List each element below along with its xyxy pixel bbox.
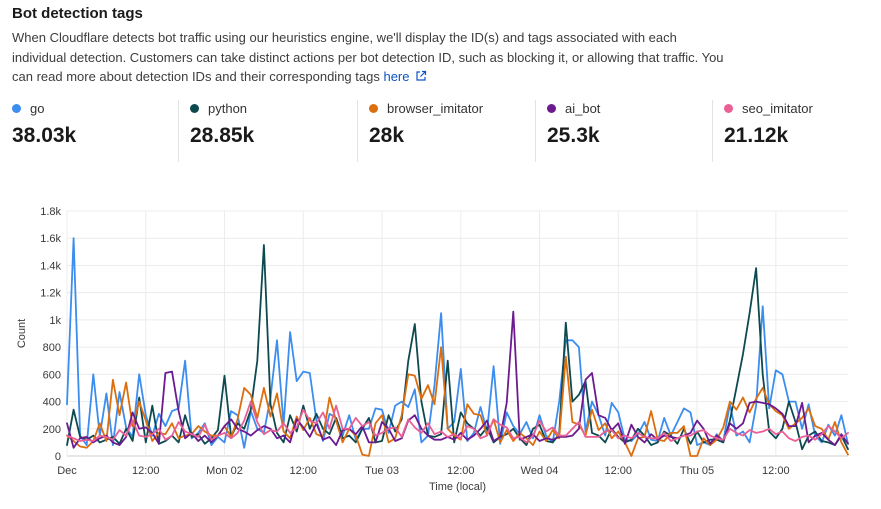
x-tick-label: 12:00 [290,465,318,477]
x-tick-label: Mon 02 [206,465,243,477]
x-tick-label: Thu 05 [680,465,714,477]
y-tick-label: 1.8k [40,206,61,218]
stat-divider [178,100,179,162]
stat-divider [535,100,536,162]
stat-value: 25.3k [547,124,600,147]
stat-python[interactable]: python 28.85k [178,100,255,162]
x-tick-label: 12:00 [605,465,633,477]
y-tick-label: 1.6k [40,233,61,245]
y-tick-label: 400 [43,397,61,409]
series-line-seo-imitator [66,400,849,444]
stat-label: go [30,101,45,116]
stat-ai-bot[interactable]: ai_bot 25.3k [535,100,601,162]
stat-value: 28.85k [190,124,255,147]
y-axis-title: Count [16,319,28,348]
bot-traffic-line-chart[interactable]: 0 200 400 600 800 1k 1.2k 1.4k 1.6k 1.8k Dec 12:00 M… [0,195,881,500]
stat-divider [357,100,358,162]
legend-dot-icon [724,104,733,113]
x-axis-title: Time (local) [429,481,486,493]
stat-go[interactable]: go 38.03k [12,100,76,162]
stat-divider [712,100,713,162]
docs-link-text[interactable]: here [383,69,410,84]
x-tick-label: 12:00 [447,465,475,477]
y-tick-label: 1k [49,315,61,327]
panel-description: When Cloudflare detects bot traffic usin… [12,28,732,87]
y-tick-label: 1.4k [40,260,61,272]
stat-seo-imitator[interactable]: seo_imitator 21.12k [712,100,813,162]
y-tick-label: 200 [43,424,61,436]
stat-label: browser_imitator [387,101,484,116]
legend-dot-icon [12,104,21,113]
y-tick-label: 800 [43,342,61,354]
y-tick-label: 1.2k [40,288,61,300]
x-tick-label: 12:00 [762,465,790,477]
description-text: When Cloudflare detects bot traffic usin… [12,30,724,84]
stat-label: python [208,101,248,116]
panel-title: Bot detection tags [12,5,143,22]
stat-value: 28k [369,124,405,147]
legend-dot-icon [190,104,199,113]
stat-label: ai_bot [565,101,601,116]
legend-dot-icon [369,104,378,113]
series-line-python [66,244,849,451]
x-tick-label: Dec [57,465,77,477]
x-tick-label: Wed 04 [521,465,559,477]
stat-summary: go 38.03k python 28.85k browser_imitator… [0,100,881,162]
external-link-icon[interactable] [415,70,427,82]
docs-link[interactable]: here [383,69,426,84]
stat-label: seo_imitator [742,101,813,116]
x-tick-label: 12:00 [132,465,160,477]
stat-value: 21.12k [724,124,789,147]
y-tick-label: 0 [55,451,61,463]
legend-dot-icon [547,104,556,113]
stat-value: 38.03k [12,124,77,147]
x-tick-label: Tue 03 [365,465,399,477]
y-tick-label: 600 [43,369,61,381]
stat-browser-imitator[interactable]: browser_imitator 28k [357,100,484,162]
